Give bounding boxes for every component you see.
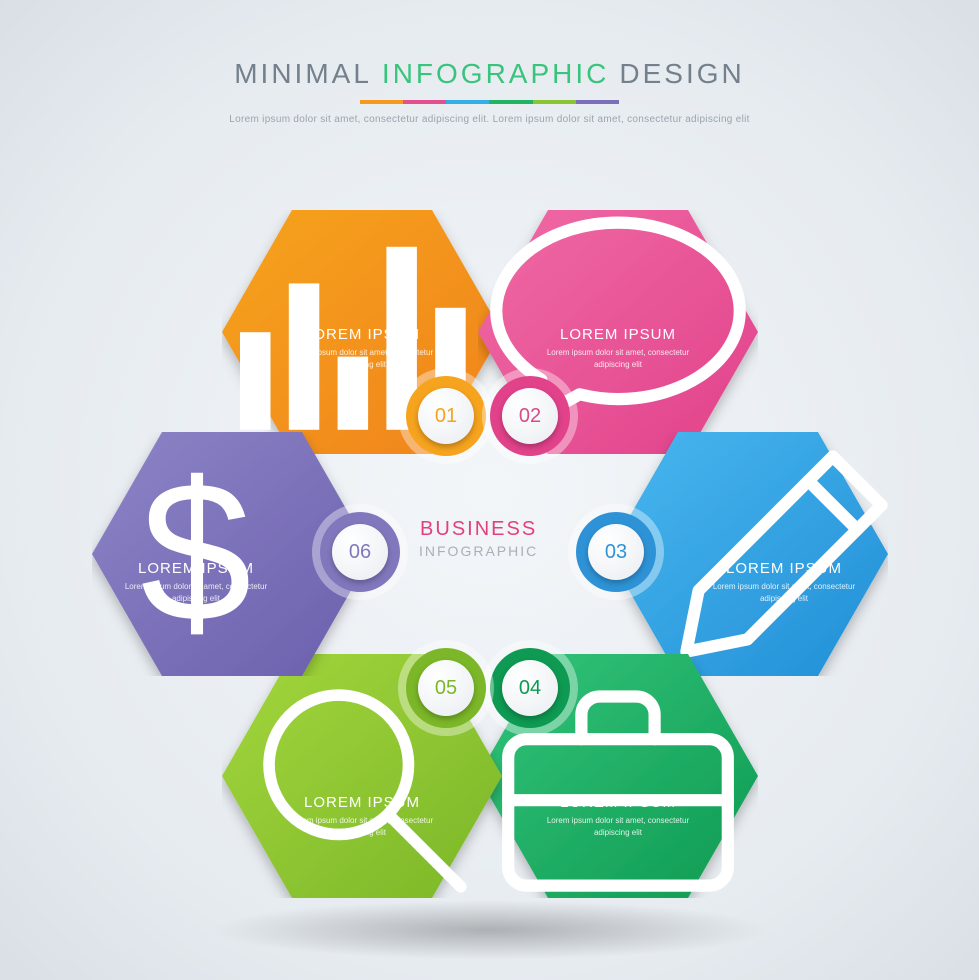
step-number: 01 (418, 388, 474, 444)
step-badge-03: 03 (568, 504, 664, 600)
center-line2: INFOGRAPHIC (419, 543, 538, 559)
step-badge-05: 05 (398, 640, 494, 736)
svg-text:$: $ (140, 441, 251, 664)
center-label: BUSINESS INFOGRAPHIC (419, 518, 538, 559)
step-number: 04 (502, 660, 558, 716)
drop-shadow (210, 900, 770, 960)
step-badge-02: 02 (482, 368, 578, 464)
infographic-stage: MINIMAL INFOGRAPHIC DESIGN Lorem ipsum dol… (0, 0, 979, 980)
step-number: 05 (418, 660, 474, 716)
title-word-1: INFOGRAPHIC (382, 58, 609, 90)
hex-body: Lorem ipsum dolor sit amet, consectetur … (282, 347, 442, 369)
step-number: 02 (502, 388, 558, 444)
title-underline (360, 100, 620, 104)
step-badge-06: 06 (312, 504, 408, 600)
hex-body: Lorem ipsum dolor sit amet, consectetur … (282, 815, 442, 837)
header: MINIMAL INFOGRAPHIC DESIGN Lorem ipsum dol… (0, 58, 979, 125)
step-number: 03 (588, 524, 644, 580)
hex-body: Lorem ipsum dolor sit amet, consectetur … (704, 581, 864, 603)
main-title: MINIMAL INFOGRAPHIC DESIGN (0, 58, 979, 90)
title-word-2: DESIGN (619, 58, 744, 90)
hex-body: Lorem ipsum dolor sit amet, consectetur … (538, 815, 698, 837)
step-number: 06 (332, 524, 388, 580)
center-line1: BUSINESS (419, 518, 538, 541)
subtitle-text: Lorem ipsum dolor sit amet, consectetur … (0, 114, 979, 125)
title-word-0: MINIMAL (234, 58, 372, 90)
hex-body: Lorem ipsum dolor sit amet, consectetur … (538, 347, 698, 369)
step-badge-04: 04 (482, 640, 578, 736)
step-badge-01: 01 (398, 368, 494, 464)
hex-body: Lorem ipsum dolor sit amet, consectetur … (116, 581, 276, 603)
